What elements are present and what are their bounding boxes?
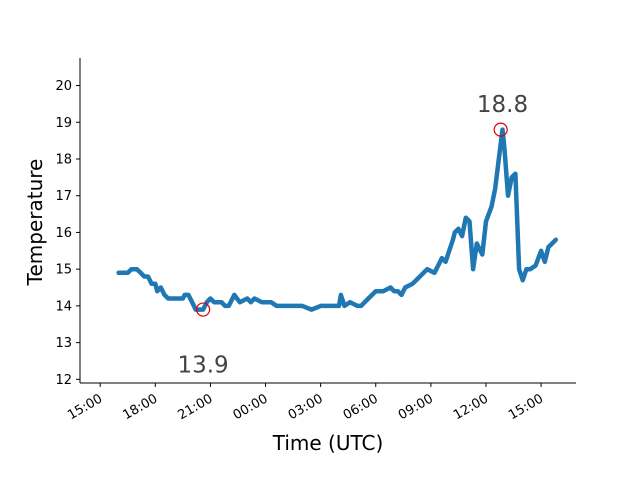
y-tick-label: 20 xyxy=(55,79,72,94)
y-tick-label: 19 xyxy=(55,116,72,131)
y-tick-label: 12 xyxy=(55,373,72,388)
min-marker xyxy=(195,302,211,317)
x-tick-label: 15:00 xyxy=(65,391,105,423)
y-tick-label: 15 xyxy=(55,263,72,278)
y-tick-label: 18 xyxy=(55,152,72,167)
x-tick-label: 18:00 xyxy=(120,391,160,423)
min-value-label: 13.9 xyxy=(177,353,228,379)
x-tick-label: 00:00 xyxy=(231,391,271,423)
x-tick-label: 06:00 xyxy=(341,391,381,423)
x-tick-label: 03:00 xyxy=(286,391,326,423)
max-marker xyxy=(493,122,508,137)
x-tick-label: 15:00 xyxy=(506,391,546,423)
series-layer xyxy=(116,127,559,312)
y-axis-label: Temperature xyxy=(23,159,47,287)
y-tick-label: 17 xyxy=(55,189,72,204)
x-tick-label: 09:00 xyxy=(396,391,436,423)
y-tick-label: 13 xyxy=(55,336,72,351)
max-value-label: 18.8 xyxy=(477,92,528,118)
y-tick-label: 14 xyxy=(55,299,72,314)
annotation-layer: 13.9 18.8 xyxy=(177,92,528,379)
x-tick-label: 21:00 xyxy=(175,391,215,423)
temperature-line xyxy=(116,127,559,312)
x-tick-label: 12:00 xyxy=(451,391,491,423)
y-tick-label: 16 xyxy=(55,226,72,241)
x-axis-label: Time (UTC) xyxy=(272,431,384,455)
